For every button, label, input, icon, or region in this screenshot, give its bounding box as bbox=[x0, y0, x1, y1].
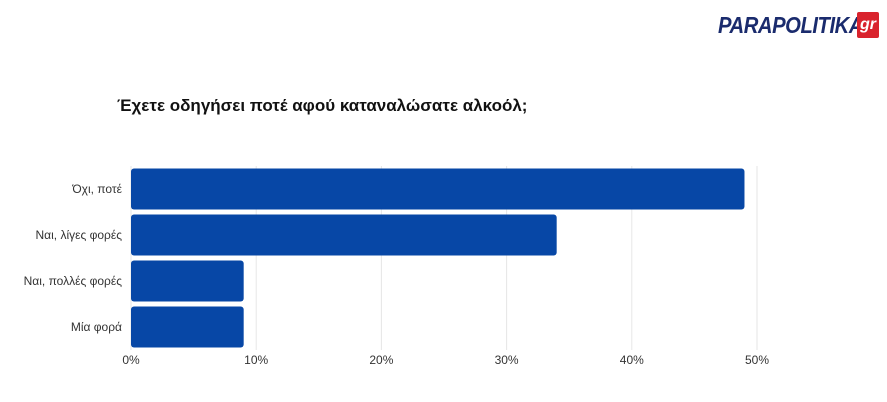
bar bbox=[131, 214, 557, 256]
category-label: Ναι, λίγες φορές bbox=[36, 228, 123, 242]
category-label: Όχι, ποτέ bbox=[71, 182, 122, 196]
parapolitika-logo: PARAPOLITIKA gr bbox=[718, 10, 883, 40]
category-label: Μία φορά bbox=[71, 320, 122, 334]
bar bbox=[131, 260, 244, 302]
logo-wordmark: PARAPOLITIKA bbox=[718, 11, 864, 38]
bars bbox=[131, 168, 745, 348]
bar bbox=[131, 168, 745, 210]
x-tick-label: 0% bbox=[122, 353, 140, 367]
chart-title: Έχετε οδηγήσει ποτέ αφού καταναλώσατε αλ… bbox=[117, 96, 528, 115]
x-tick-labels: 0% 10% 20% 30% 40% 50% bbox=[122, 353, 769, 367]
category-label: Ναι, πολλές φορές bbox=[24, 274, 123, 288]
x-tick-label: 40% bbox=[620, 353, 644, 367]
x-tick-label: 20% bbox=[369, 353, 393, 367]
logo-gr-badge: gr bbox=[857, 12, 879, 38]
bar bbox=[131, 306, 244, 348]
x-tick-label: 30% bbox=[495, 353, 519, 367]
x-tick-label: 50% bbox=[745, 353, 769, 367]
category-labels: Όχι, ποτέ Ναι, λίγες φορές Ναι, πολλές φορ… bbox=[24, 182, 123, 334]
x-tick-label: 10% bbox=[244, 353, 268, 367]
